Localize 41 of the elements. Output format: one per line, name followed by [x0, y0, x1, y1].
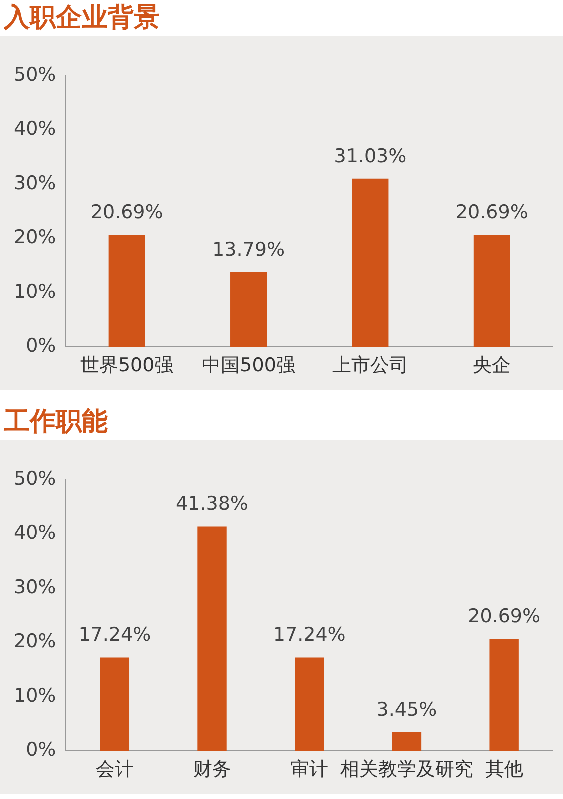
x-tick-label: 会计: [96, 758, 134, 781]
y-tick-label: 0%: [26, 739, 56, 762]
y-tick-label: 0%: [26, 335, 56, 358]
y-tick-label: 50%: [14, 468, 56, 490]
data-label: 17.24%: [78, 624, 152, 646]
data-label: 20.69%: [90, 201, 164, 224]
bar: [490, 638, 519, 752]
y-tick-label: 50%: [14, 64, 56, 86]
x-tick-label: 审计: [290, 758, 329, 781]
data-label: 31.03%: [334, 145, 407, 168]
y-tick-label: 20%: [14, 630, 56, 653]
bar: [352, 178, 389, 348]
bar: [392, 732, 422, 752]
data-label: 41.38%: [176, 493, 248, 516]
x-tick-label: 相关教学及研究: [340, 758, 474, 781]
chart-title: 入职企业背景: [0, 0, 563, 36]
bar: [108, 234, 146, 348]
x-tick-label: 上市公司: [332, 354, 408, 377]
y-tick-label: 30%: [14, 172, 56, 194]
chart-title: 工作职能: [0, 404, 563, 440]
data-label: 20.69%: [456, 201, 528, 224]
data-label: 13.79%: [212, 238, 285, 261]
x-tick-label: 央企: [473, 354, 512, 377]
y-tick-label: 40%: [14, 522, 56, 544]
data-label: 20.69%: [468, 605, 541, 628]
bar: [295, 658, 324, 752]
x-tick-label: 中国500强: [202, 354, 296, 377]
x-tick-label: 世界500强: [80, 354, 174, 377]
bar: [474, 234, 510, 348]
y-tick-label: 40%: [14, 118, 56, 140]
y-tick-label: 20%: [14, 226, 56, 249]
y-tick-label: 10%: [14, 684, 56, 707]
x-tick-label: 其他: [485, 758, 524, 781]
bar: [100, 658, 130, 752]
bar: [198, 526, 227, 752]
y-tick-label: 10%: [14, 280, 56, 303]
data-label: 17.24%: [273, 624, 346, 646]
bar: [230, 272, 268, 348]
data-label: 3.45%: [376, 698, 438, 721]
x-tick-label: 财务: [193, 758, 232, 781]
y-tick-label: 30%: [14, 576, 56, 598]
